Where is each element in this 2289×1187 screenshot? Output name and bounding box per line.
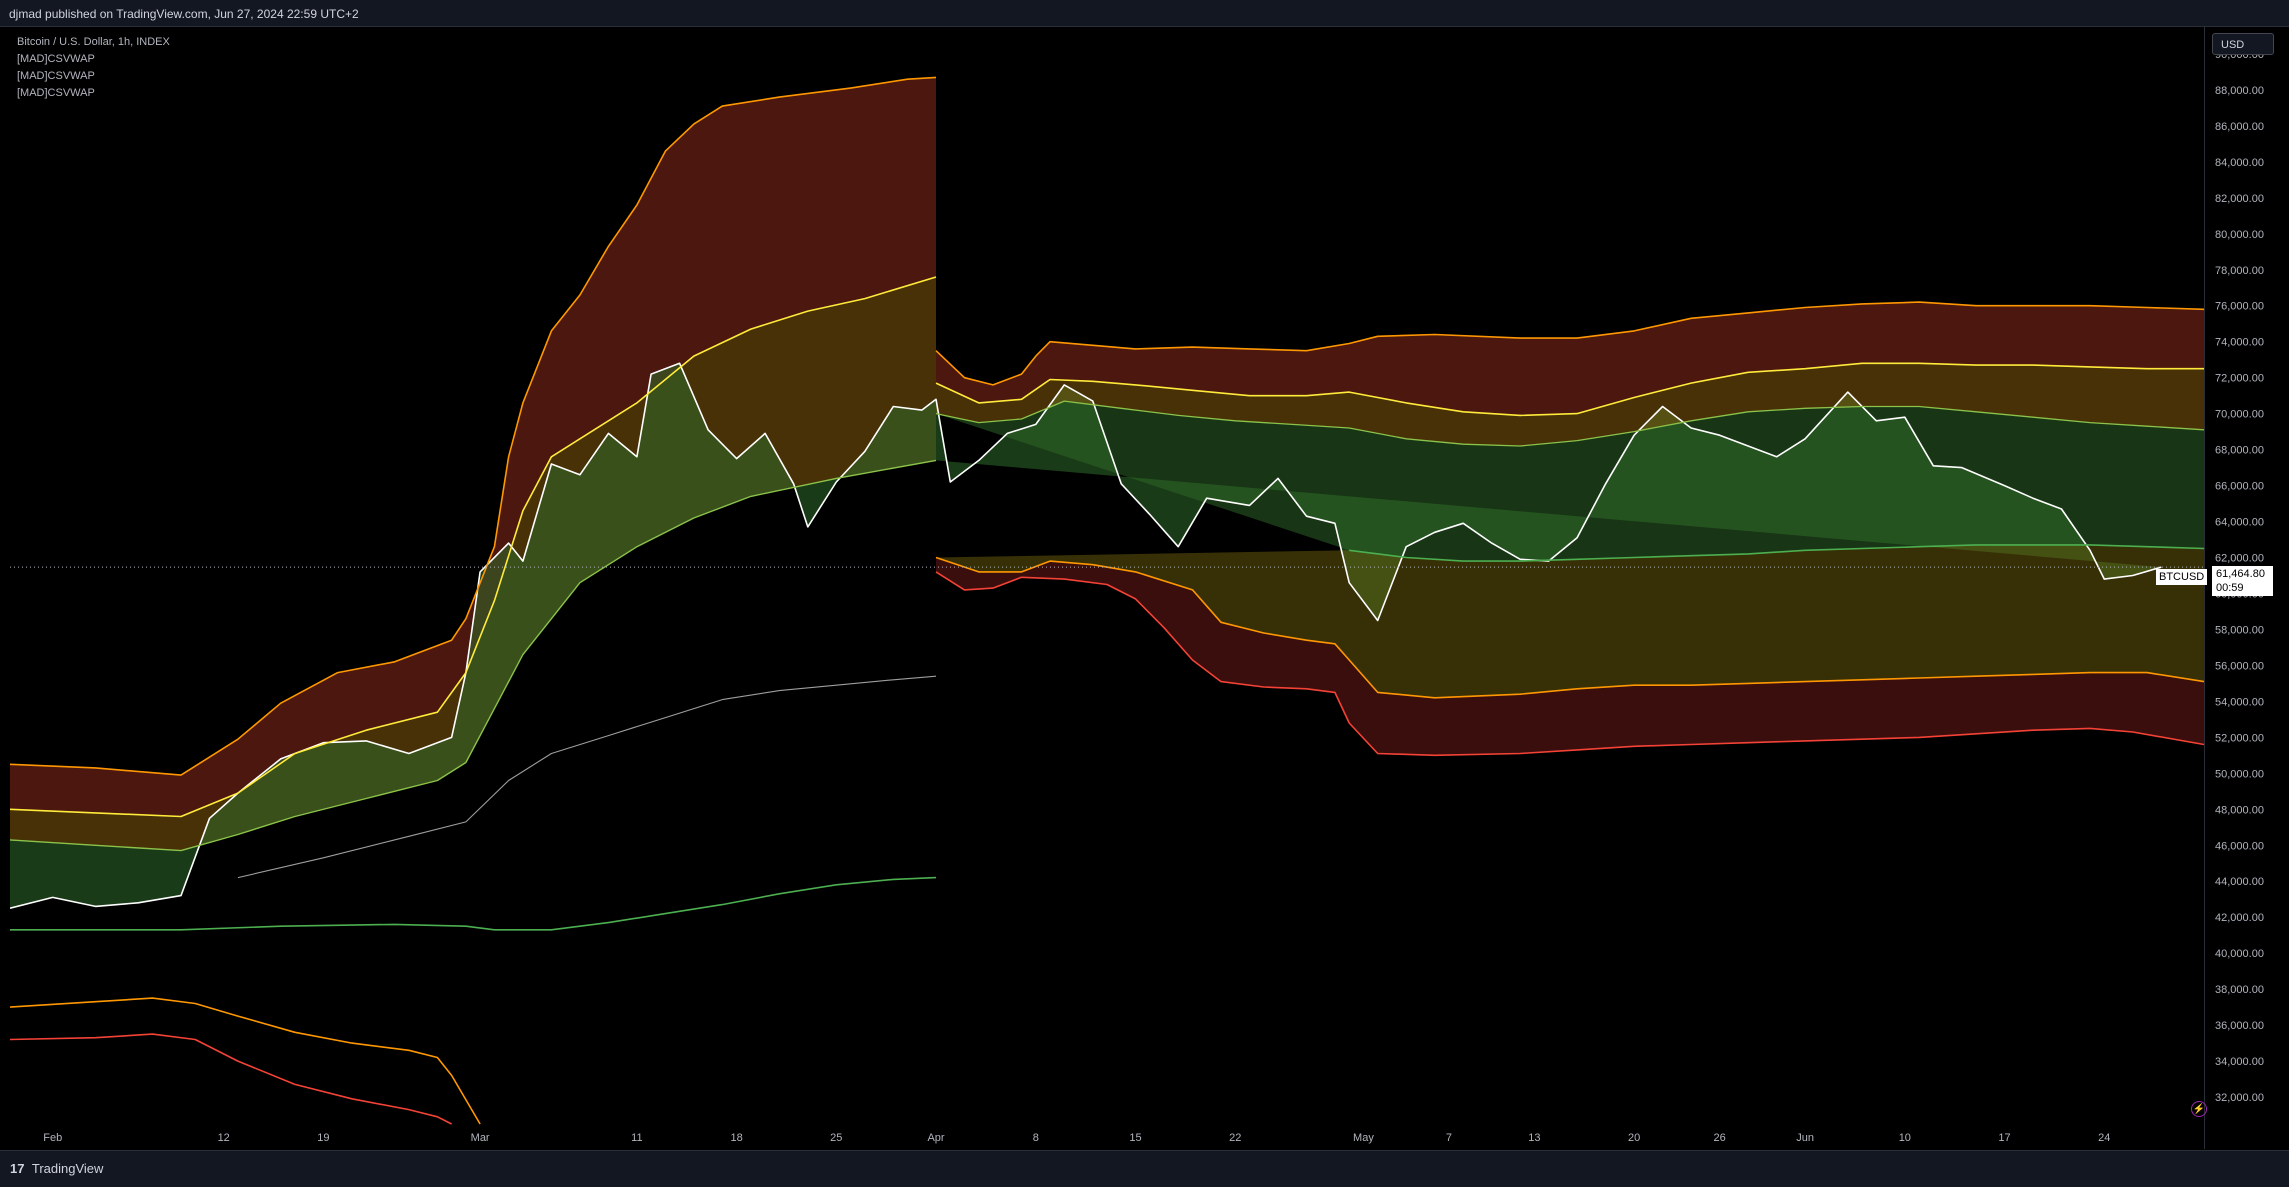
y-tick-label: 32,000.00 bbox=[2215, 1092, 2264, 1104]
indicator-label[interactable]: [MAD]CSVWAP bbox=[17, 53, 95, 65]
time-axis[interactable]: Feb 12 19 Mar 11 18 25 Apr 8 15 22 May 7 13 20 26 Jun 10 1… bbox=[43, 1132, 2110, 1144]
x-tick-label: 7 bbox=[1446, 1132, 1452, 1144]
symbol-title[interactable]: Bitcoin / U.S. Dollar, 1h, INDEX bbox=[17, 36, 170, 48]
series-line bbox=[9, 459, 937, 852]
series-lines bbox=[9, 76, 2205, 1125]
x-tick-label: 18 bbox=[730, 1132, 742, 1144]
x-tick-label: Apr bbox=[927, 1132, 944, 1144]
y-tick-label: 68,000.00 bbox=[2215, 445, 2264, 457]
series-line bbox=[9, 362, 2162, 909]
indicator-label[interactable]: [MAD]CSVWAP bbox=[17, 70, 95, 82]
y-tick-label: 74,000.00 bbox=[2215, 337, 2264, 349]
y-tick-label: 36,000.00 bbox=[2215, 1020, 2264, 1032]
x-tick-label: 24 bbox=[2098, 1132, 2110, 1144]
band-fill bbox=[936, 557, 2204, 756]
vwap-bands bbox=[10, 77, 2204, 909]
band-fill bbox=[936, 401, 2204, 562]
tradingview-logo-icon: 17 bbox=[10, 1161, 25, 1176]
x-tick-label: 20 bbox=[1628, 1132, 1640, 1144]
band-fill bbox=[936, 363, 2204, 446]
brand[interactable]: 17 TradingView bbox=[10, 1161, 103, 1176]
x-tick-label: 22 bbox=[1229, 1132, 1241, 1144]
x-tick-label: Mar bbox=[471, 1132, 490, 1144]
series-line bbox=[935, 400, 2205, 447]
x-tick-label: 15 bbox=[1129, 1132, 1141, 1144]
y-tick-label: 56,000.00 bbox=[2215, 660, 2264, 672]
series-line bbox=[9, 997, 481, 1125]
y-tick-label: 38,000.00 bbox=[2215, 984, 2264, 996]
series-line bbox=[10, 876, 937, 931]
y-tick-label: 54,000.00 bbox=[2215, 696, 2264, 708]
band-fill bbox=[936, 544, 2204, 698]
series-line bbox=[1349, 544, 2205, 562]
chart-legend: Bitcoin / U.S. Dollar, 1h, INDEX [MAD]CS… bbox=[17, 34, 170, 102]
bar-countdown: 00:59 bbox=[2216, 582, 2244, 594]
last-price-value: 61,464.80 bbox=[2216, 568, 2265, 580]
y-tick-label: 86,000.00 bbox=[2215, 121, 2264, 133]
x-tick-label: 17 bbox=[1998, 1132, 2010, 1144]
series-line bbox=[935, 556, 2205, 699]
last-price-tag: 61,464.80 00:59 bbox=[2212, 566, 2273, 596]
y-tick-label: 52,000.00 bbox=[2215, 732, 2264, 744]
y-tick-label: 82,000.00 bbox=[2215, 193, 2264, 205]
brand-name: TradingView bbox=[31, 1161, 104, 1176]
price-scale-svg[interactable]: 32,000.00 34,000.00 36,000.00 38,000.00 40,0… bbox=[2205, 27, 2289, 1149]
y-tick-label: 78,000.00 bbox=[2215, 265, 2264, 277]
indicator-label[interactable]: [MAD]CSVWAP bbox=[17, 87, 95, 99]
series-line bbox=[935, 362, 2204, 417]
publish-line: djmad published on TradingView.com, Jun … bbox=[9, 7, 359, 21]
series-line bbox=[9, 1033, 452, 1125]
y-tick-label: 80,000.00 bbox=[2215, 229, 2264, 241]
y-tick-label: 64,000.00 bbox=[2215, 517, 2264, 529]
lightning-icon[interactable]: ⚡ bbox=[2191, 1101, 2207, 1117]
x-tick-label: 8 bbox=[1033, 1132, 1039, 1144]
x-tick-label: 25 bbox=[830, 1132, 842, 1144]
y-tick-label: 44,000.00 bbox=[2215, 876, 2264, 888]
x-tick-label: 13 bbox=[1528, 1132, 1540, 1144]
x-tick-label: May bbox=[1353, 1132, 1374, 1144]
y-tick-label: 58,000.00 bbox=[2215, 624, 2264, 636]
series-line bbox=[237, 675, 937, 879]
series-line bbox=[935, 301, 2205, 386]
y-tick-label: 66,000.00 bbox=[2215, 481, 2264, 493]
y-tick-label: 34,000.00 bbox=[2215, 1056, 2264, 1068]
y-tick-label: 50,000.00 bbox=[2215, 768, 2264, 780]
y-tick-label: 84,000.00 bbox=[2215, 157, 2264, 169]
y-tick-label: 72,000.00 bbox=[2215, 373, 2264, 385]
x-tick-label: 11 bbox=[631, 1132, 642, 1144]
symbol-tag: BTCUSD bbox=[2156, 569, 2208, 585]
y-tick-label: 42,000.00 bbox=[2215, 912, 2264, 924]
band-fill bbox=[10, 77, 936, 817]
band-fill bbox=[936, 302, 2204, 416]
y-tick-label: 40,000.00 bbox=[2215, 948, 2264, 960]
x-tick-label: 10 bbox=[1899, 1132, 1911, 1144]
band-fill bbox=[10, 277, 936, 851]
x-tick-label: Jun bbox=[1796, 1132, 1814, 1144]
y-tick-label: 48,000.00 bbox=[2215, 804, 2264, 816]
x-tick-label: 26 bbox=[1713, 1132, 1725, 1144]
series-line bbox=[9, 76, 937, 776]
chart-plot-area[interactable]: Feb 12 19 Mar 11 18 25 Apr 8 15 22 May 7 13 20 26 Jun 10 1… bbox=[9, 27, 2205, 1149]
y-tick-label: 88,000.00 bbox=[2215, 85, 2264, 97]
currency-button[interactable]: USD bbox=[2212, 33, 2274, 55]
y-tick-label: 70,000.00 bbox=[2215, 409, 2264, 421]
series-line bbox=[935, 571, 2205, 757]
footer-bar bbox=[0, 1150, 2289, 1187]
y-tick-label: 76,000.00 bbox=[2215, 301, 2264, 313]
chart-svg[interactable]: Feb 12 19 Mar 11 18 25 Apr 8 15 22 May 7 13 20 26 Jun 10 1… bbox=[9, 27, 2205, 1149]
publish-header: djmad published on TradingView.com, Jun … bbox=[0, 0, 2289, 27]
x-tick-label: 19 bbox=[317, 1132, 329, 1144]
y-tick-label: 62,000.00 bbox=[2215, 553, 2264, 565]
x-tick-label: Feb bbox=[43, 1132, 62, 1144]
series-line bbox=[9, 276, 937, 818]
x-tick-label: 12 bbox=[218, 1132, 230, 1144]
y-tick-label: 46,000.00 bbox=[2215, 840, 2264, 852]
